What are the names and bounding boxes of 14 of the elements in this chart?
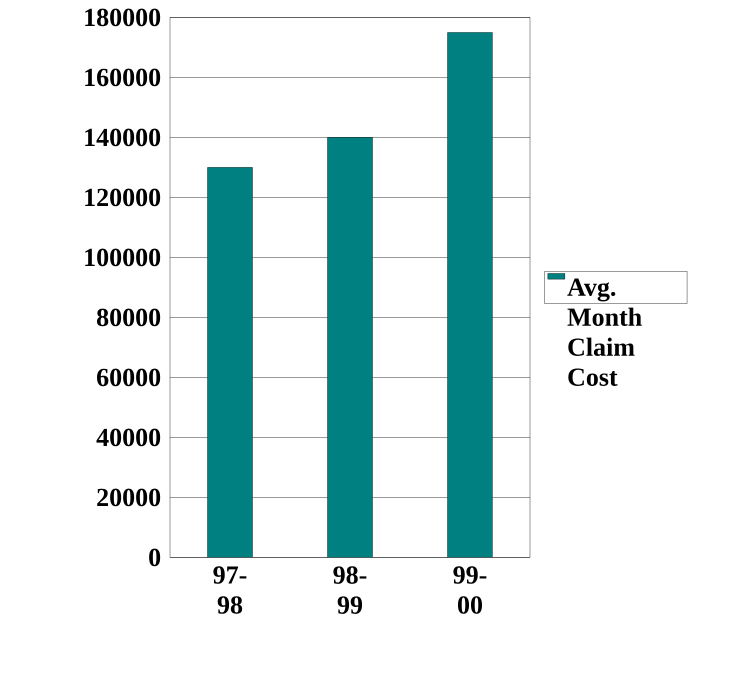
y-tick-label: 0	[149, 548, 160, 566]
y-tick-label: 60000	[97, 368, 160, 386]
x-tick-label: 99-00	[453, 566, 486, 614]
y-tick-label: 180000	[85, 8, 160, 26]
y-tick-label: 40000	[96, 428, 160, 446]
legend-label: Avg. Month Claim Cost	[567, 278, 642, 386]
x-tick-label: 98-99	[333, 566, 366, 614]
y-tick-label: 80000	[97, 308, 160, 326]
y-tick-label: 20000	[97, 488, 160, 506]
y-tick-label: 140000	[85, 128, 160, 146]
x-tick-label: 97-98	[213, 566, 246, 614]
y-tick-label: 160000	[85, 68, 160, 86]
y-tick-label: 120000	[85, 188, 160, 206]
y-tick-label: 100000	[85, 248, 160, 266]
